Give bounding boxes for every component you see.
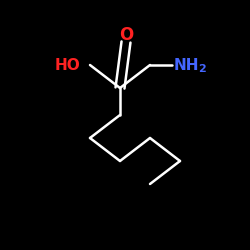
Text: NH: NH xyxy=(174,58,200,72)
Text: 2: 2 xyxy=(198,64,206,74)
Text: HO: HO xyxy=(55,58,81,72)
Text: O: O xyxy=(119,26,133,44)
